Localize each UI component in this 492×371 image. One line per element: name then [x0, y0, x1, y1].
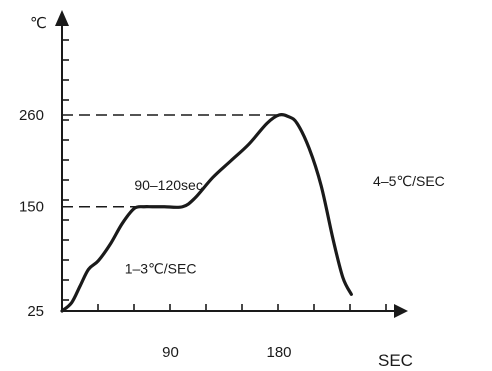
y-axis-ticks [62, 39, 69, 301]
x-tick-label: 90 [162, 344, 179, 361]
y-axis-arrow-icon [55, 10, 69, 26]
annotations: 90–120sec 1–3℃/SEC 4–5℃/SEC [125, 173, 445, 277]
y-axis-unit-label: ℃ [30, 15, 47, 32]
y-tick-label: 260 [19, 107, 44, 124]
temperature-curve [60, 112, 353, 313]
y-tick-label: 25 [27, 303, 44, 320]
x-tick-label: 180 [266, 344, 291, 361]
y-tick-label: 150 [19, 199, 44, 216]
x-axis-ticks [97, 304, 387, 311]
annotation-label: 1–3℃/SEC [125, 260, 197, 276]
y-tick-labels: 25 150 260 [19, 107, 44, 320]
x-tick-labels: 90 180 [162, 344, 291, 361]
reference-lines [62, 114, 279, 208]
x-axis-arrow-icon [394, 304, 408, 318]
annotation-label: 90–120sec [134, 177, 203, 193]
x-axis-title: SEC [378, 351, 413, 370]
annotation-label: 4–5℃/SEC [373, 173, 445, 189]
